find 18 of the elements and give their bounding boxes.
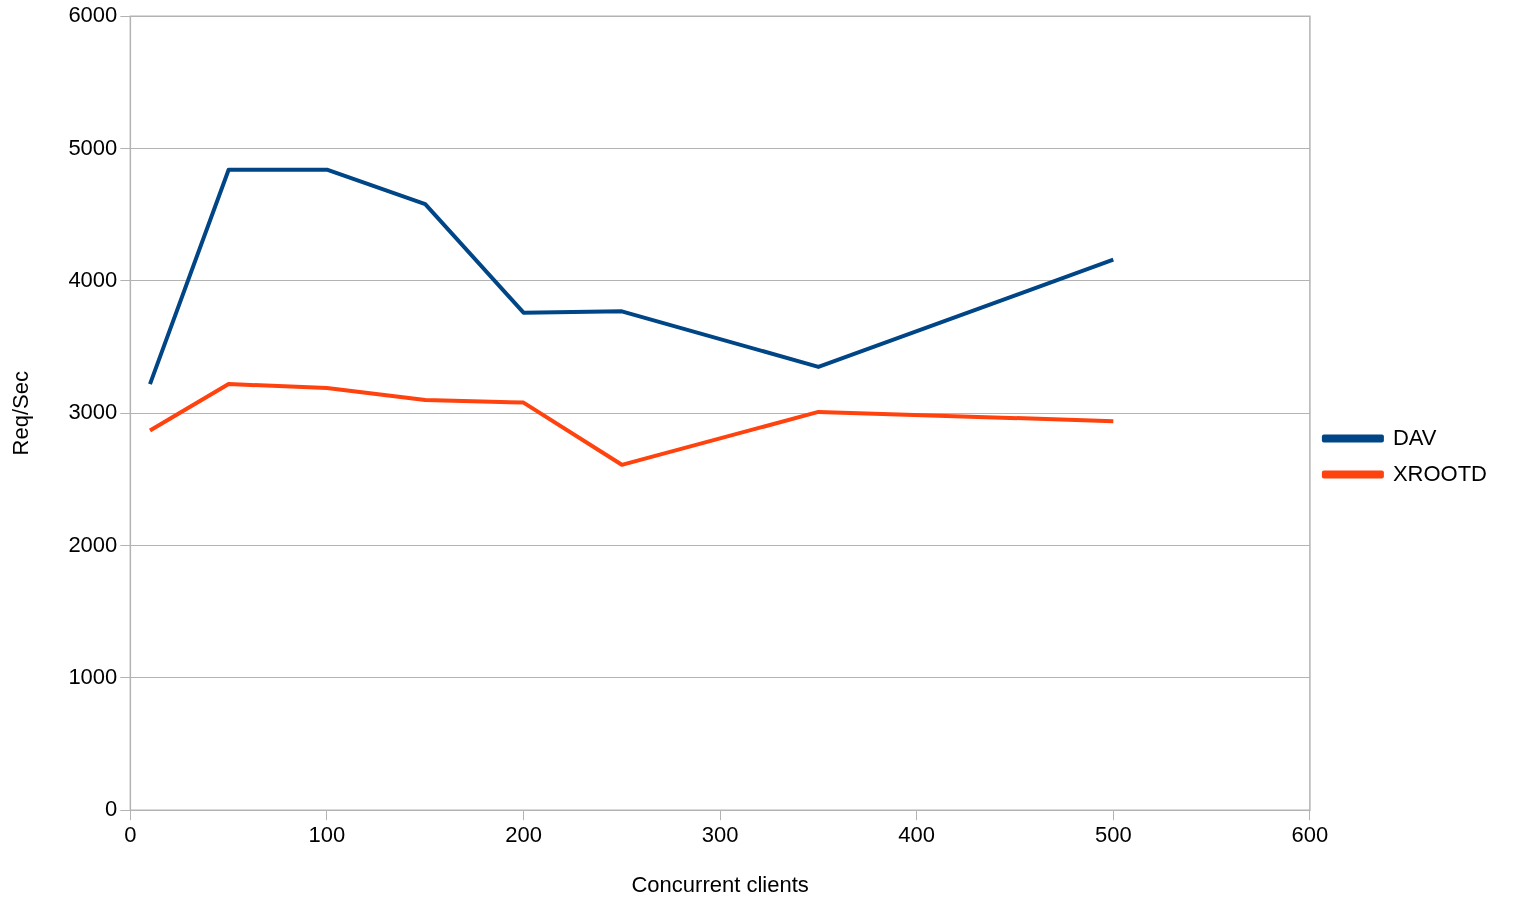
y-tick-label: 5000 bbox=[68, 134, 118, 160]
legend-label: DAV bbox=[1392, 424, 1437, 450]
x-tick-label: 600 bbox=[1291, 822, 1329, 848]
x-tick-label: 0 bbox=[124, 822, 137, 848]
y-axis-title: Req/Sec bbox=[8, 371, 34, 456]
x-tick-label: 500 bbox=[1094, 822, 1132, 848]
x-tick-label: 200 bbox=[505, 822, 542, 848]
y-tick-label: 1000 bbox=[68, 663, 118, 689]
x-tick-label: 400 bbox=[898, 822, 936, 848]
y-tick-label: 2000 bbox=[68, 531, 118, 557]
legend-label: XROOTD bbox=[1392, 460, 1488, 486]
y-tick-label: 3000 bbox=[68, 399, 118, 425]
y-tick-label: 6000 bbox=[68, 2, 118, 28]
x-axis-title: Concurrent clients bbox=[631, 871, 809, 897]
x-tick-label: 100 bbox=[308, 822, 346, 848]
y-tick-label: 4000 bbox=[68, 266, 118, 292]
x-tick-label: 300 bbox=[701, 822, 739, 848]
y-tick-label: 0 bbox=[105, 796, 118, 822]
